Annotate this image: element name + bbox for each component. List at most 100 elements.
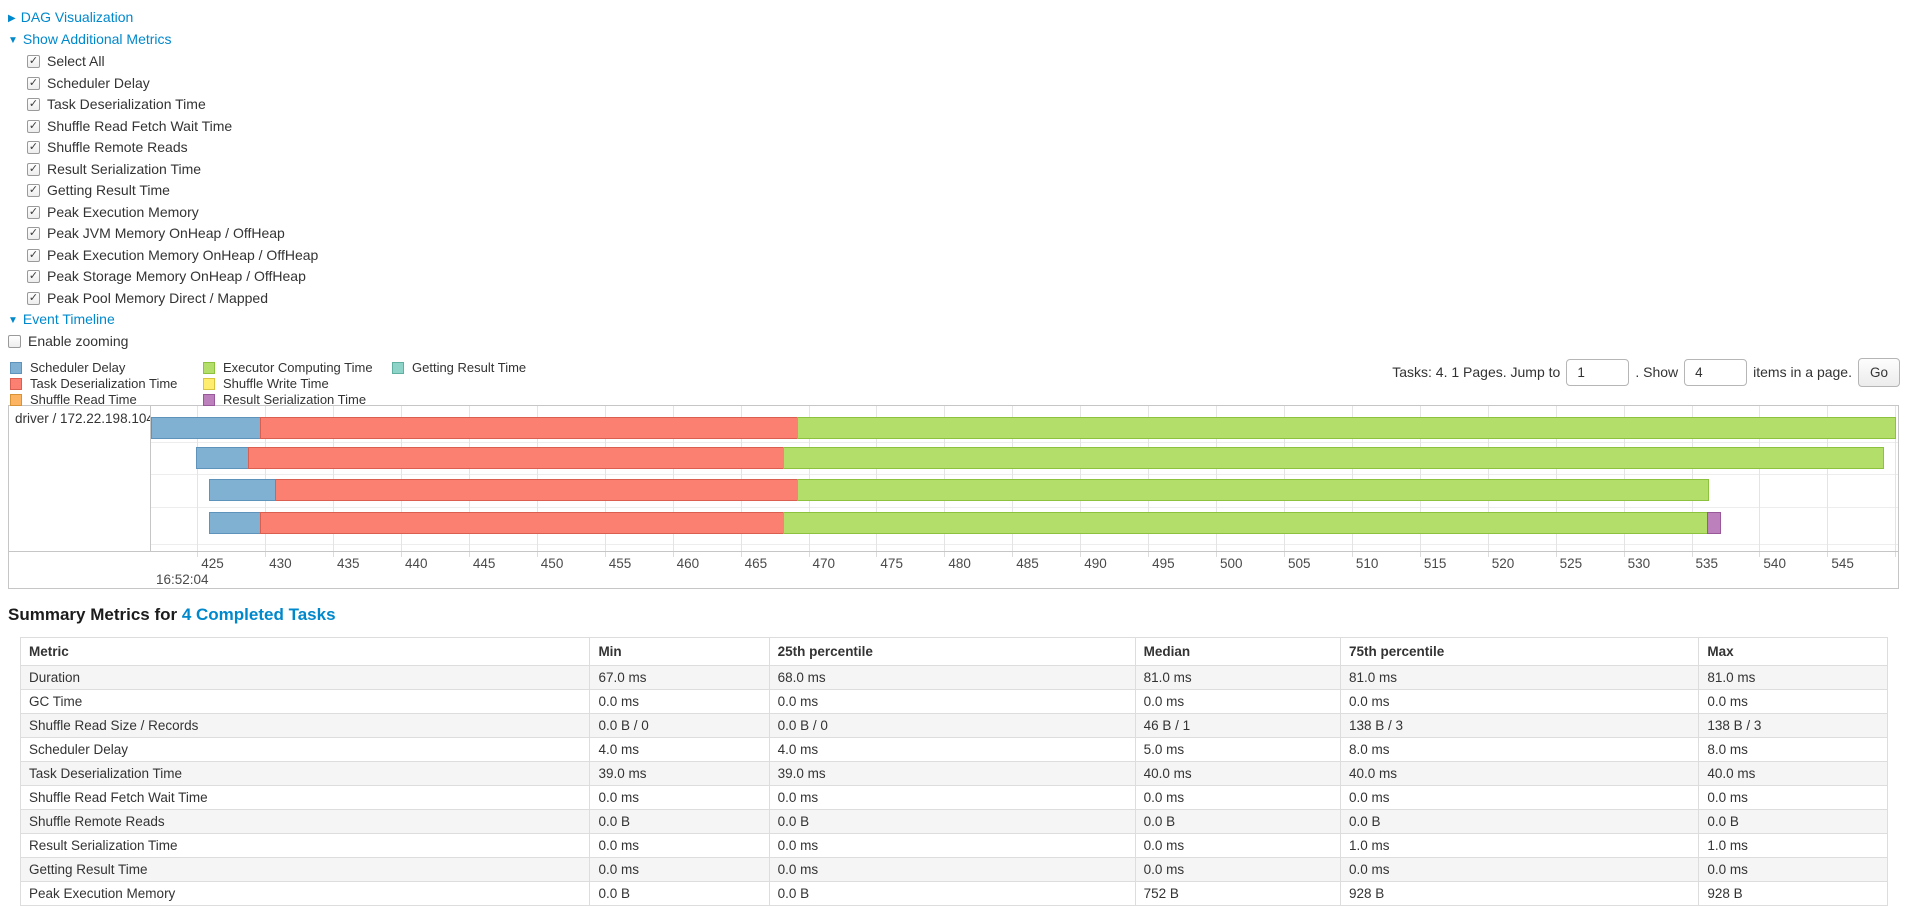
metric-checkbox[interactable]: ✓ xyxy=(27,291,40,305)
time-gridline xyxy=(1827,405,1829,551)
segment-scheduler_delay[interactable] xyxy=(209,478,276,501)
event-timeline-chart: driver / 172.22.198.104 16:52:04 425 430 4… xyxy=(8,404,1899,589)
metric-checkbox[interactable]: ✓ xyxy=(27,184,40,198)
go-button[interactable]: Go xyxy=(1857,357,1900,387)
metric-value-cell: 68.0 ms xyxy=(768,664,1136,690)
time-tick-label: 525 xyxy=(1559,555,1583,571)
segment-result_serialization[interactable] xyxy=(1707,511,1722,534)
completed-tasks-link[interactable]: 4 Completed Tasks xyxy=(181,604,336,624)
metric-value-cell: 0.0 ms xyxy=(1134,784,1341,810)
time-tick xyxy=(265,551,267,557)
task_deserialization-swatch-icon xyxy=(10,377,22,390)
event-timeline-label: Event Timeline xyxy=(22,311,115,327)
table-row: Scheduler Delay 4.0 ms 4.0 ms 5.0 ms 8.0 ms 8… xyxy=(19,736,1888,762)
jump-to-page-input[interactable] xyxy=(1566,358,1630,386)
timeline-task-bar[interactable] xyxy=(209,511,1724,534)
time-tick-label: 475 xyxy=(880,555,903,571)
timeline-task-bar[interactable] xyxy=(151,416,1898,439)
collapsed-arrow-icon: ▶ xyxy=(8,13,16,24)
metric-value-cell: 0.0 ms xyxy=(768,688,1136,714)
metric-checkbox[interactable]: ✓ xyxy=(27,270,40,284)
time-gridline xyxy=(740,405,742,551)
metric-value-cell: 0.0 ms xyxy=(1339,856,1700,882)
metric-value-cell: 40.0 ms xyxy=(1698,760,1888,786)
show-additional-metrics-toggle[interactable]: ▼ Show Additional Metrics xyxy=(8,29,1907,51)
time-tick xyxy=(1012,551,1014,557)
metric-checkbox[interactable]: ✓ xyxy=(27,248,40,262)
table-row: Duration 67.0 ms 68.0 ms 81.0 ms 81.0 ms 81.0… xyxy=(19,664,1888,690)
timeline-major-time-label: 16:52:04 xyxy=(156,571,209,587)
enable-zooming-row: Enable zooming xyxy=(8,331,1907,353)
time-tick-label: 470 xyxy=(812,555,836,571)
shuffle_write-swatch-icon xyxy=(203,377,215,390)
time-tick xyxy=(468,551,470,557)
metric-checkbox[interactable]: ✓ xyxy=(27,227,40,241)
segment-scheduler_delay[interactable] xyxy=(209,511,262,534)
time-tick-label: 455 xyxy=(608,555,632,571)
timeline-task-bar[interactable] xyxy=(209,478,1710,501)
segment-task_deserialization[interactable] xyxy=(260,511,785,534)
time-gridline xyxy=(536,405,538,551)
pagination-mid-text: . Show xyxy=(1635,364,1679,380)
metric-checkbox-label: Shuffle Remote Reads xyxy=(47,139,188,155)
metric-checkbox-row: ✓ Shuffle Read Fetch Wait Time xyxy=(27,116,1907,138)
metric-checkbox[interactable]: ✓ xyxy=(27,98,40,112)
summary-metrics-table: Metric Min 25th percentile Median 75th perce… xyxy=(19,636,1888,906)
metric-checkbox[interactable]: ✓ xyxy=(27,119,40,133)
metric-value-cell: 0.0 ms xyxy=(1134,832,1341,858)
segment-scheduler_delay[interactable] xyxy=(151,416,262,439)
time-tick-label: 505 xyxy=(1287,555,1311,571)
segment-executor_computing[interactable] xyxy=(796,416,1896,439)
dag-visualization-toggle[interactable]: ▶ DAG Visualization xyxy=(8,7,1907,29)
metric-checkbox-label: Peak Execution Memory xyxy=(47,203,199,220)
metric-value-cell: 8.0 ms xyxy=(1339,736,1700,762)
metric-value-cell: 81.0 ms xyxy=(1339,664,1700,690)
segment-task_deserialization[interactable] xyxy=(274,478,798,501)
time-gridline xyxy=(1691,405,1693,551)
time-gridline xyxy=(1623,405,1625,551)
metric-checkbox[interactable]: ✓ xyxy=(27,162,40,176)
segment-task_deserialization[interactable] xyxy=(260,416,798,439)
time-tick-label: 425 xyxy=(201,555,224,571)
items-per-page-input[interactable] xyxy=(1684,358,1748,386)
time-gridline xyxy=(1283,405,1285,551)
segment-executor_computing[interactable] xyxy=(796,478,1709,501)
event-timeline-toggle[interactable]: ▼ Event Timeline xyxy=(8,309,1907,331)
metric-checkbox-label: Peak JVM Memory OnHeap / OffHeap xyxy=(47,225,285,241)
time-gridline xyxy=(672,405,674,551)
time-tick xyxy=(1623,551,1625,557)
time-tick xyxy=(1419,551,1421,557)
additional-metrics-checkbox-list: ✓ Select All ✓ Scheduler Delay ✓ Task Deseria… xyxy=(27,51,1907,309)
metric-value-cell: 0.0 B xyxy=(589,880,770,906)
metric-value-cell: 39.0 ms xyxy=(768,760,1136,786)
metric-value-cell: 0.0 B xyxy=(1134,808,1341,834)
metric-value-cell: 1.0 ms xyxy=(1339,832,1700,858)
metric-value-cell: 0.0 B xyxy=(589,808,770,834)
result_serialization-swatch-icon xyxy=(203,393,215,406)
metric-value-cell: 0.0 ms xyxy=(589,688,770,714)
segment-scheduler_delay[interactable] xyxy=(195,446,249,469)
time-tick xyxy=(1895,551,1897,557)
legend-item-label: Shuffle Read Time xyxy=(30,391,137,407)
time-gridline xyxy=(808,405,810,551)
legend-item-label: Getting Result Time xyxy=(412,359,527,375)
metric-checkbox[interactable]: ✓ xyxy=(27,141,40,155)
table-row: GC Time 0.0 ms 0.0 ms 0.0 ms 0.0 ms 0.0 ms xyxy=(19,688,1888,714)
segment-executor_computing[interactable] xyxy=(783,511,1709,534)
column-header: Median xyxy=(1134,636,1341,666)
metric-value-cell: 0.0 ms xyxy=(1698,688,1888,714)
metric-checkbox[interactable]: ✓ xyxy=(27,55,40,69)
metric-name-cell: Duration xyxy=(19,664,591,690)
metric-checkbox[interactable]: ✓ xyxy=(27,76,40,90)
metric-checkbox-label: Result Serialization Time xyxy=(47,160,202,177)
segment-executor_computing[interactable] xyxy=(783,446,1884,469)
legend-column: Executor Computing Time Shuffle Write Tim… xyxy=(203,360,392,407)
segment-task_deserialization[interactable] xyxy=(247,446,785,469)
metric-value-cell: 0.0 B xyxy=(1339,808,1700,834)
table-row: Shuffle Remote Reads 0.0 B 0.0 B 0.0 B 0.0 B… xyxy=(19,808,1888,834)
metric-checkbox[interactable]: ✓ xyxy=(27,205,40,219)
metric-value-cell: 40.0 ms xyxy=(1134,760,1341,786)
timeline-task-bar[interactable] xyxy=(195,446,1886,469)
time-tick-label: 435 xyxy=(337,555,360,571)
enable-zooming-checkbox[interactable] xyxy=(8,335,21,349)
